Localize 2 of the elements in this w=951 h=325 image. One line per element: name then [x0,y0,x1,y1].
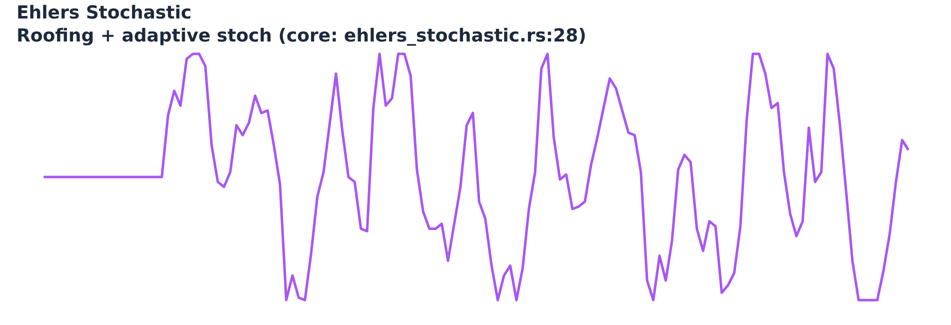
chart-title: Ehlers Stochastic [16,2,192,24]
chart-subtitle: Roofing + adaptive stoch (core: ehlers_stochastic.rs:28) [16,26,586,46]
